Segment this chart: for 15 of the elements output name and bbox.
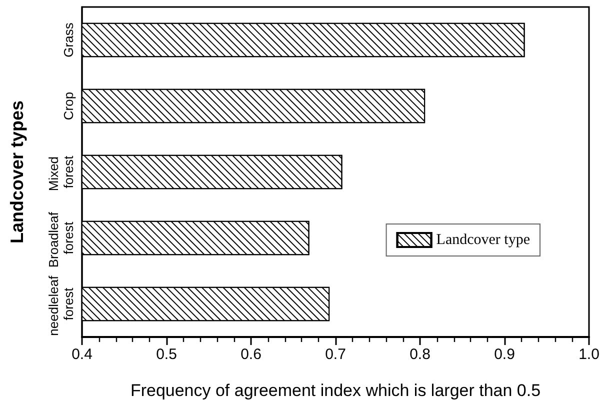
x-tick-label: 0.8	[410, 346, 430, 363]
x-tick-label: 1.0	[578, 346, 600, 363]
y-tick-label: needleleaf forest	[46, 272, 76, 336]
y-tick-label: Mixed forest	[46, 152, 76, 192]
y-tick-label: Grass	[61, 22, 76, 58]
x-tick-label: 0.7	[325, 346, 346, 363]
x-tick-label: 0.6	[240, 346, 262, 363]
y-axis-title: Landcover types	[7, 100, 27, 244]
x-tick-label: 0.5	[156, 346, 177, 363]
x-tick-label: 0.4	[72, 346, 92, 363]
x-axis-title: Frequency of agreement index which is larger than 0.5	[130, 381, 541, 400]
y-tick-label: Broadleaf forest	[46, 208, 76, 268]
x-tick-label: 0.9	[494, 346, 515, 363]
legend-label: Landcover type	[436, 232, 530, 248]
y-tick-label: Crop	[61, 92, 76, 120]
